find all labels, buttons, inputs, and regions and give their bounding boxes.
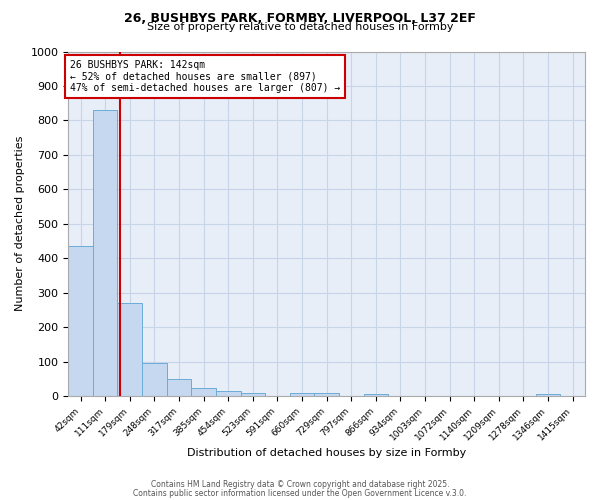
Text: Contains public sector information licensed under the Open Government Licence v.: Contains public sector information licen…: [133, 488, 467, 498]
Bar: [241, 392, 265, 396]
Bar: [314, 392, 339, 396]
Bar: [118, 303, 142, 396]
Bar: [216, 391, 241, 396]
Y-axis label: Number of detached properties: Number of detached properties: [15, 136, 25, 312]
Bar: [364, 394, 388, 396]
Text: Contains HM Land Registry data © Crown copyright and database right 2025.: Contains HM Land Registry data © Crown c…: [151, 480, 449, 489]
Text: Size of property relative to detached houses in Formby: Size of property relative to detached ho…: [147, 22, 453, 32]
Bar: [290, 392, 314, 396]
Bar: [93, 110, 118, 396]
Bar: [167, 379, 191, 396]
Text: 26, BUSHBYS PARK, FORMBY, LIVERPOOL, L37 2EF: 26, BUSHBYS PARK, FORMBY, LIVERPOOL, L37…: [124, 12, 476, 26]
Text: 26 BUSHBYS PARK: 142sqm
← 52% of detached houses are smaller (897)
47% of semi-d: 26 BUSHBYS PARK: 142sqm ← 52% of detache…: [70, 60, 340, 94]
Bar: [68, 246, 93, 396]
Bar: [536, 394, 560, 396]
Bar: [191, 388, 216, 396]
Bar: [142, 364, 167, 396]
X-axis label: Distribution of detached houses by size in Formby: Distribution of detached houses by size …: [187, 448, 466, 458]
